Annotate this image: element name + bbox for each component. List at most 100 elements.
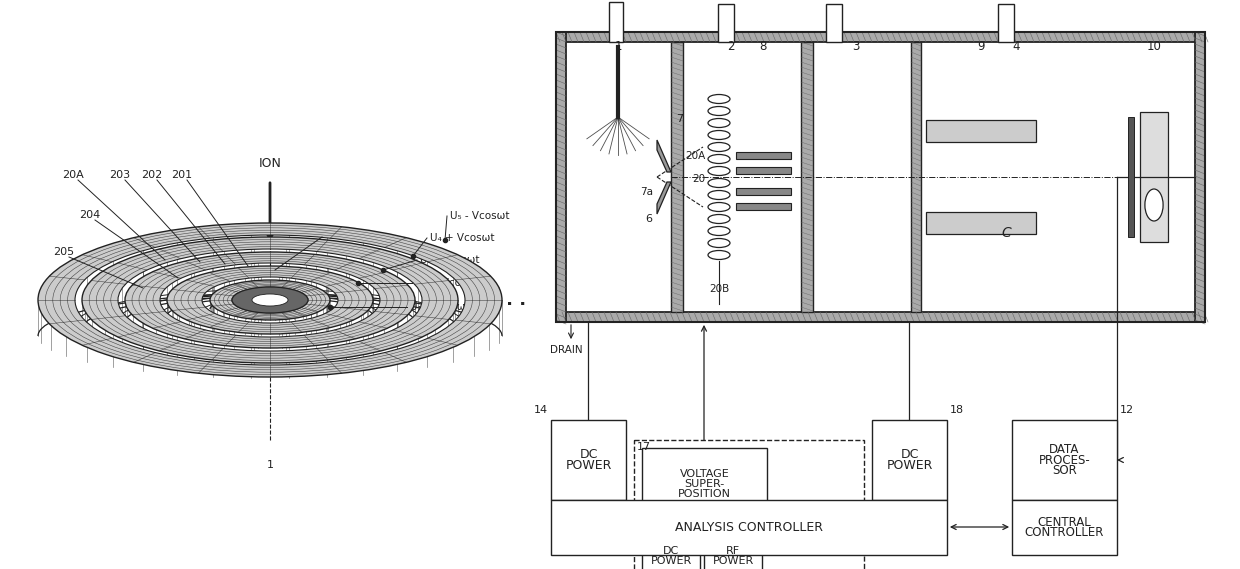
Bar	[1012, 420, 1117, 500]
Ellipse shape	[708, 215, 730, 224]
Text: DRAIN: DRAIN	[549, 345, 583, 355]
Bar	[1140, 112, 1168, 242]
Text: 7: 7	[676, 114, 683, 124]
Ellipse shape	[708, 94, 730, 104]
Polygon shape	[125, 252, 415, 348]
Bar	[556, 32, 1205, 322]
Bar	[718, 4, 734, 42]
Text: RF: RF	[725, 546, 740, 555]
Text: 203: 203	[109, 170, 130, 180]
Bar	[737, 152, 791, 159]
Text: 20A: 20A	[62, 170, 84, 180]
Text: . . .: . . .	[494, 291, 527, 309]
Text: U₄ + Vcosωt: U₄ + Vcosωt	[430, 233, 495, 243]
Bar	[642, 448, 768, 520]
Text: 202: 202	[141, 170, 162, 180]
Text: PROCES-: PROCES-	[1039, 453, 1090, 467]
Ellipse shape	[252, 294, 288, 306]
Bar	[565, 42, 1195, 312]
Text: VOLTAGE: VOLTAGE	[680, 469, 729, 479]
Text: 2: 2	[727, 40, 735, 53]
Text: 201: 201	[171, 170, 192, 180]
Text: 3: 3	[852, 40, 859, 53]
Text: 1: 1	[267, 460, 274, 470]
Bar	[556, 312, 1205, 322]
Text: U₅ - Vcosωt: U₅ - Vcosωt	[450, 211, 510, 221]
Bar	[556, 32, 565, 322]
Text: POWER: POWER	[650, 555, 692, 566]
Text: 12: 12	[1120, 405, 1135, 415]
Bar	[826, 4, 842, 42]
Bar	[556, 32, 1205, 42]
Text: U₃ - Vcosωt: U₃ - Vcosωt	[420, 255, 480, 265]
Text: 205: 205	[53, 247, 74, 257]
Ellipse shape	[232, 287, 308, 313]
Text: DATA: DATA	[1049, 443, 1080, 456]
Bar	[704, 528, 763, 569]
Ellipse shape	[708, 142, 730, 151]
Ellipse shape	[708, 130, 730, 139]
Polygon shape	[210, 280, 330, 320]
Bar	[998, 4, 1014, 42]
Text: 204: 204	[79, 210, 100, 220]
Text: 6: 6	[645, 214, 652, 224]
Bar	[872, 420, 947, 500]
Text: C: C	[1001, 226, 1011, 240]
Text: ANALYSIS CONTROLLER: ANALYSIS CONTROLLER	[675, 521, 823, 534]
Bar	[801, 42, 813, 312]
Text: POWER: POWER	[887, 459, 932, 472]
Text: DC: DC	[663, 546, 680, 555]
Bar	[926, 212, 1035, 234]
Bar	[1012, 500, 1117, 555]
Text: 1: 1	[614, 40, 621, 53]
Bar	[642, 528, 701, 569]
Ellipse shape	[1145, 189, 1163, 221]
Ellipse shape	[708, 167, 730, 175]
Ellipse shape	[708, 106, 730, 116]
Text: 20: 20	[692, 174, 706, 184]
Bar	[737, 167, 791, 174]
Bar	[737, 188, 791, 195]
Text: 4: 4	[1012, 40, 1019, 53]
Text: 13: 13	[928, 485, 942, 495]
Text: SUPER-: SUPER-	[684, 479, 724, 489]
Polygon shape	[167, 266, 373, 334]
Ellipse shape	[232, 287, 308, 313]
Bar	[737, 203, 791, 210]
Text: DC: DC	[579, 448, 598, 461]
Bar	[911, 42, 921, 312]
Text: 10: 10	[1147, 40, 1162, 53]
Text: POSITION: POSITION	[678, 489, 732, 499]
Text: 14: 14	[534, 405, 548, 415]
Polygon shape	[82, 237, 458, 363]
Ellipse shape	[708, 191, 730, 200]
Text: SOR: SOR	[1052, 464, 1076, 477]
Ellipse shape	[708, 155, 730, 163]
Text: POWER: POWER	[565, 459, 611, 472]
Text: DC: DC	[900, 448, 919, 461]
Text: 18: 18	[950, 405, 965, 415]
Ellipse shape	[708, 238, 730, 248]
Text: 20A: 20A	[684, 151, 706, 161]
Polygon shape	[657, 182, 671, 214]
Bar	[1128, 117, 1135, 237]
Text: ION: ION	[259, 157, 281, 170]
Text: 8: 8	[759, 40, 766, 53]
Ellipse shape	[708, 250, 730, 259]
Bar	[634, 440, 864, 569]
Text: 17: 17	[637, 442, 651, 452]
Text: 9: 9	[977, 40, 985, 53]
Ellipse shape	[708, 203, 730, 212]
Ellipse shape	[708, 226, 730, 236]
Text: POWER: POWER	[712, 555, 754, 566]
Bar	[551, 420, 626, 500]
Text: 7a: 7a	[640, 187, 653, 197]
Text: CONTROLLER: CONTROLLER	[1024, 526, 1104, 539]
Text: 19: 19	[1056, 485, 1071, 495]
Bar	[551, 500, 947, 555]
Text: U₁ - Vcosωt: U₁ - Vcosωt	[410, 302, 470, 312]
Bar	[1195, 32, 1205, 322]
Bar	[671, 42, 683, 312]
Text: U₂ + Vcosωt: U₂ + Vcosωt	[415, 278, 480, 288]
Ellipse shape	[708, 179, 730, 188]
